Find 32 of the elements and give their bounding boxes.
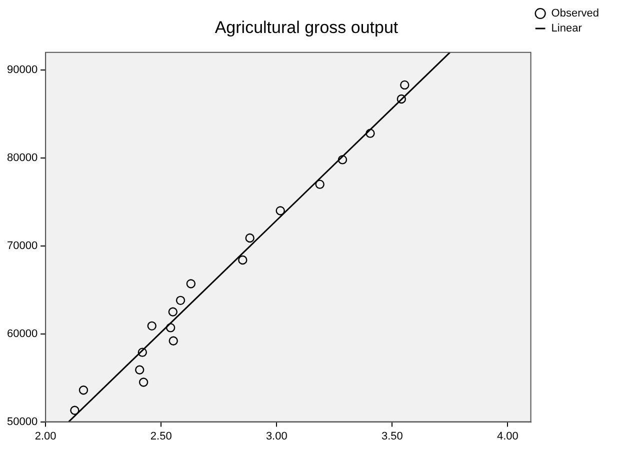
point (238, 255, 248, 265)
legend-label: Linear (551, 22, 582, 35)
point (315, 180, 324, 189)
point (78, 386, 88, 395)
y-tick-label: 70000 (6, 240, 38, 252)
y-tick-label: 90000 (6, 64, 38, 76)
point (400, 80, 410, 90)
point (366, 128, 375, 138)
point (396, 94, 406, 104)
y-tick-label: 60000 (6, 328, 38, 340)
point (70, 406, 80, 415)
y-tick-label: 80000 (6, 152, 38, 164)
point (138, 348, 147, 357)
legend-label: Observed (551, 8, 600, 20)
x-tick-label: 3.00 (266, 430, 288, 442)
point (166, 323, 176, 332)
point (245, 233, 254, 243)
point (338, 155, 348, 164)
x-tick-label: 3.50 (381, 430, 403, 442)
point (135, 365, 144, 375)
point (276, 206, 285, 216)
point (186, 279, 196, 288)
point (168, 307, 178, 316)
x-tick-label: 4.00 (496, 430, 518, 442)
point (147, 321, 156, 331)
y-tick-label: 50000 (6, 416, 38, 428)
point (138, 378, 148, 387)
chart-title: Agricultural gross output (214, 18, 398, 37)
x-tick-label: 2.00 (34, 430, 56, 442)
x-tick-label: 2.50 (150, 430, 172, 442)
point (168, 336, 178, 346)
point (176, 296, 186, 306)
